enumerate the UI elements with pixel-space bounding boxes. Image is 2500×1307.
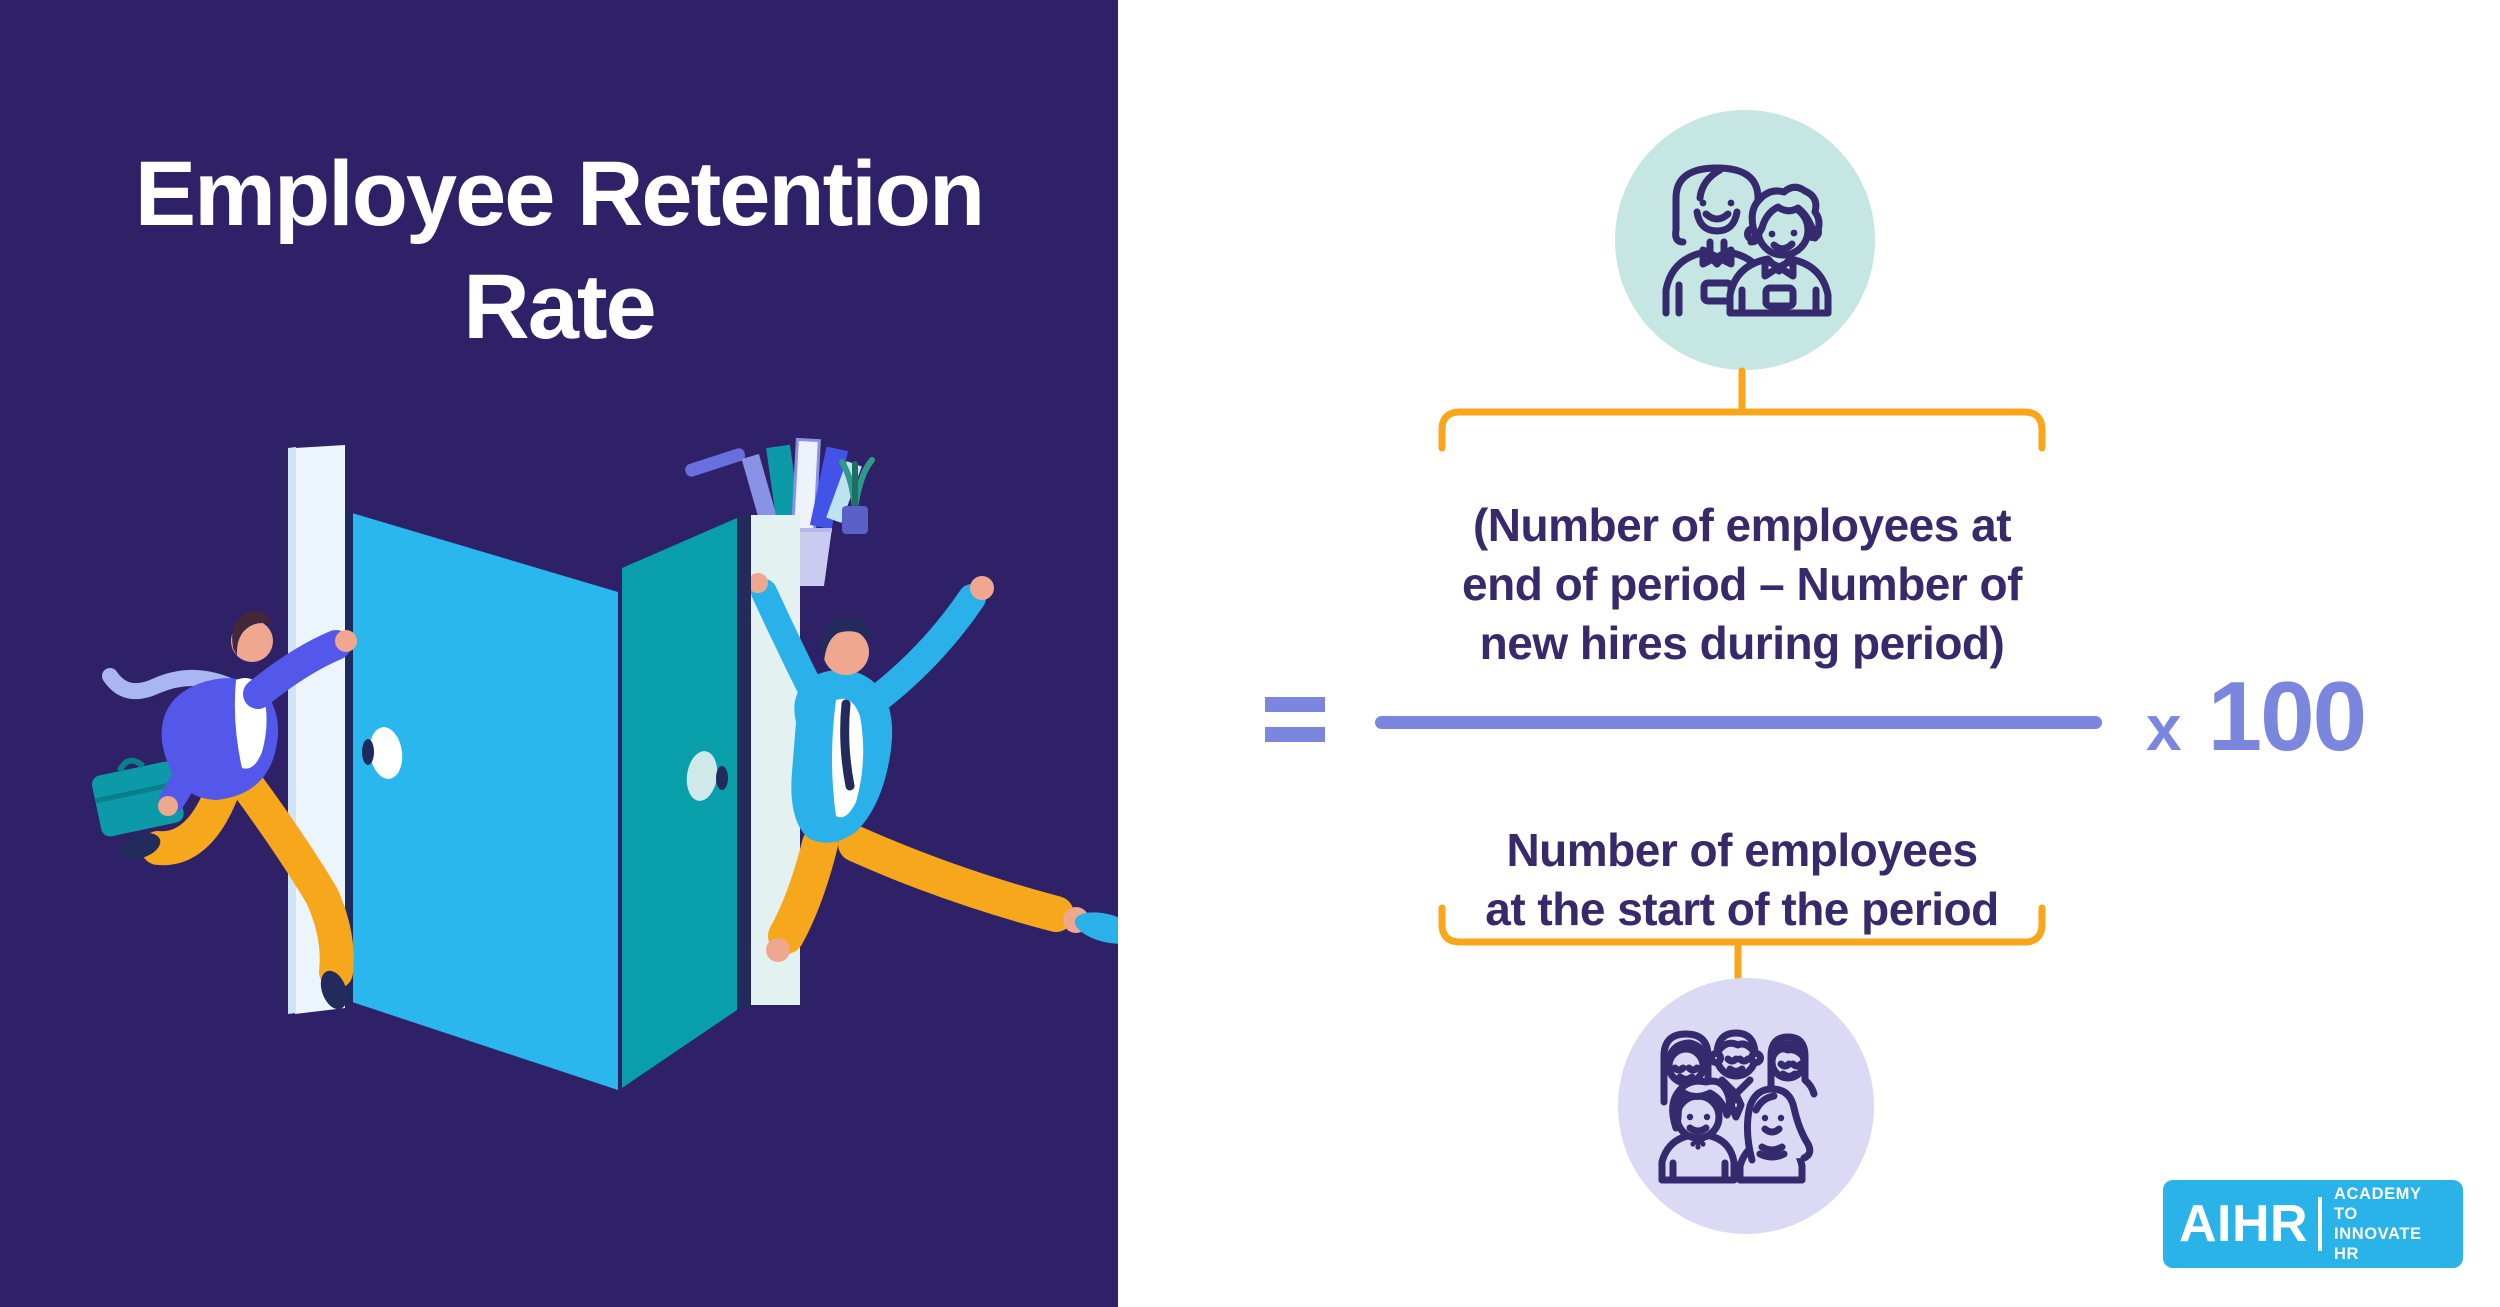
numerator-text: (Number of employees at end of period – …	[1392, 496, 2092, 673]
aihr-logo-tagline: ACADEMY TO INNOVATE HR	[2334, 1184, 2449, 1264]
numerator-line-2: end of period – Number of	[1462, 558, 2022, 610]
doors-illustration	[91, 437, 1118, 1090]
left-open-door	[345, 511, 618, 1090]
aihr-logo-divider	[2318, 1197, 2323, 1251]
fraction-bar	[1375, 716, 2102, 729]
multiplier: x 100	[2146, 660, 2368, 773]
right-open-door	[622, 513, 751, 1088]
numerator-line-1: (Number of employees at	[1472, 499, 2012, 551]
title-line-2: Rate	[463, 256, 656, 358]
employee-group-icon	[1658, 1029, 1818, 1184]
left-door-knob	[369, 727, 403, 779]
two-employees-icon	[1662, 164, 1832, 317]
plant	[839, 457, 875, 534]
joining-employee-shoe	[1074, 912, 1118, 944]
title-panel: Employee Retention Rate	[0, 0, 1118, 1307]
aihr-logo-tagline-line-1: ACADEMY TO	[2334, 1185, 2422, 1223]
right-door-knob	[686, 751, 718, 801]
leaving-employee	[91, 611, 357, 1010]
briefcase	[91, 757, 184, 837]
denominator-line-2: at the start of the period	[1485, 883, 1999, 935]
equals-sign	[1265, 697, 1325, 742]
page-title: Employee Retention Rate	[0, 138, 1118, 364]
numerator-line-3: new hires during period)	[1479, 617, 2005, 669]
multiplier-x: x	[2146, 692, 2182, 764]
denominator-text: Number of employees at the start of the …	[1392, 821, 2092, 939]
numerator-bracket	[1438, 367, 2046, 452]
joining-employee	[748, 573, 1118, 962]
denominator-icon-circle	[1618, 978, 1874, 1234]
aihr-logo-tagline-line-2: INNOVATE HR	[2334, 1225, 2422, 1263]
denominator-bracket	[1438, 904, 2046, 986]
leaving-employee-front-shoe	[320, 970, 348, 1010]
title-line-1: Employee Retention	[134, 143, 985, 245]
aihr-logo-brand: AIHR	[2179, 1195, 2309, 1253]
numerator-icon-circle	[1615, 110, 1875, 370]
denominator-line-1: Number of employees	[1506, 824, 1978, 876]
leaving-employee-back-shoe	[119, 832, 161, 860]
multiplier-value: 100	[2207, 661, 2368, 771]
aihr-logo: AIHR ACADEMY TO INNOVATE HR	[2163, 1180, 2463, 1268]
